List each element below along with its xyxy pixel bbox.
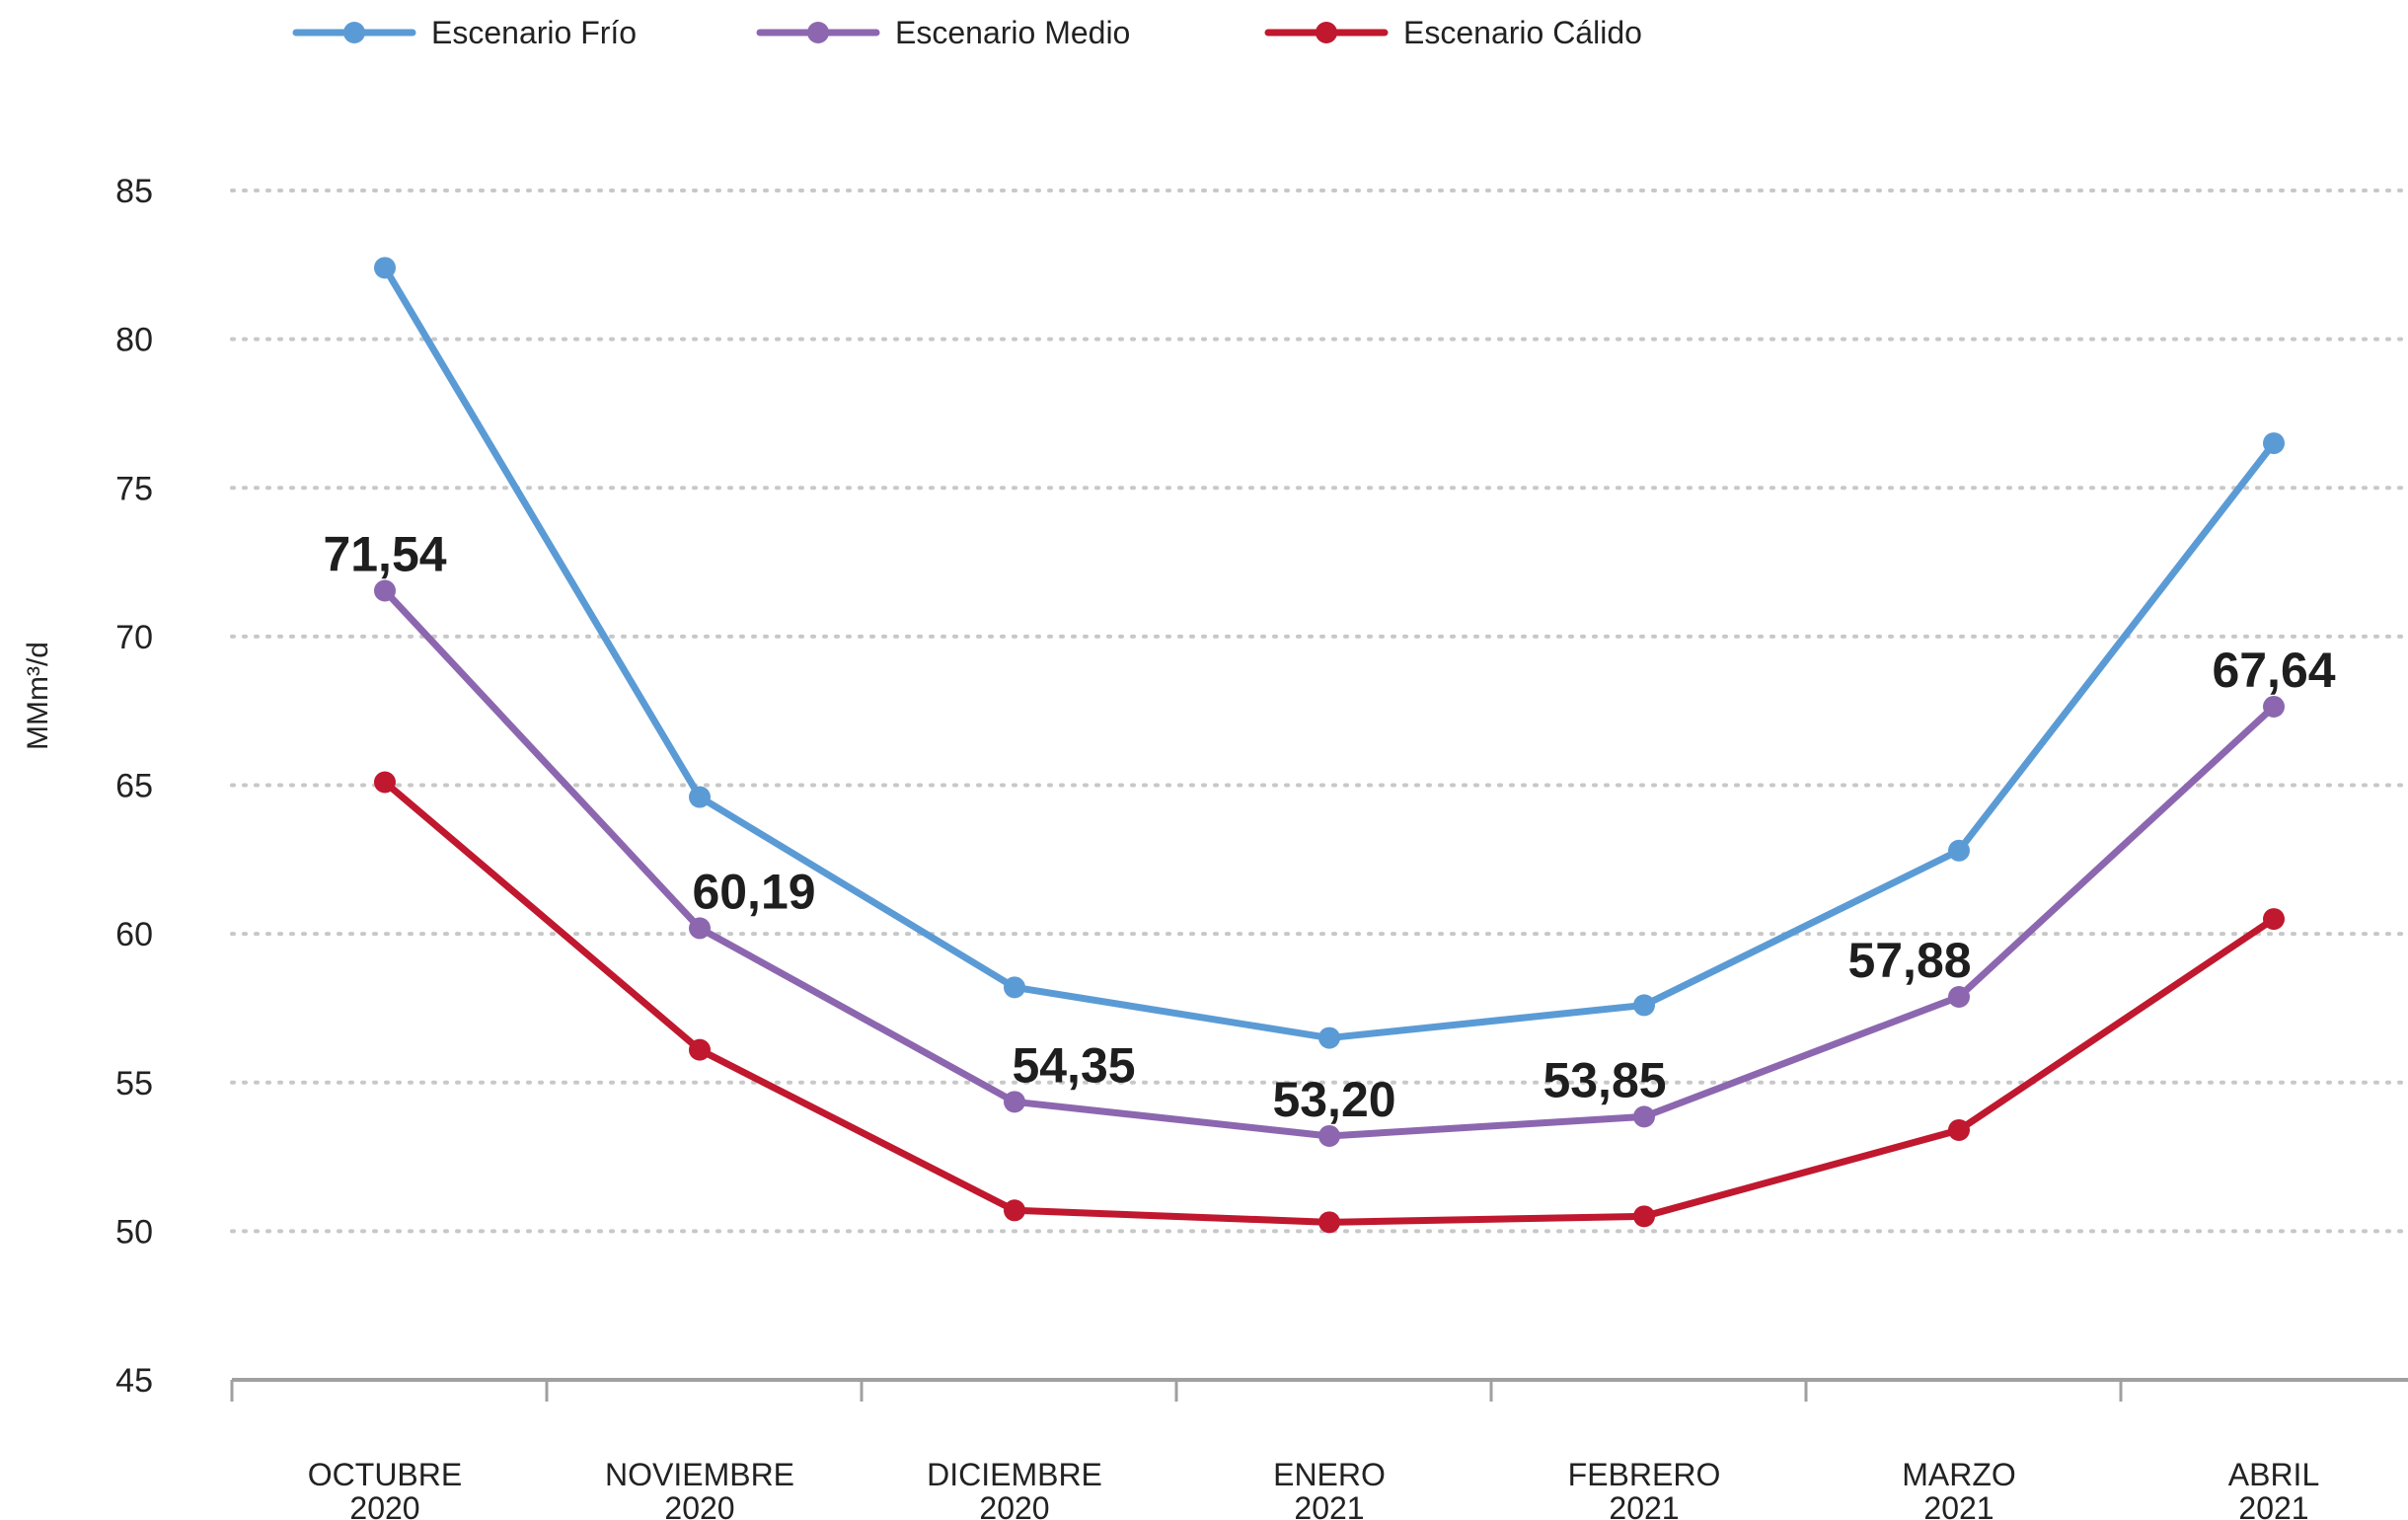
series-line xyxy=(381,586,2278,1140)
y-tick-label: 75 xyxy=(115,470,153,507)
data-label: 57,88 xyxy=(1847,933,1971,988)
x-tick-label-year: 2020 xyxy=(349,1490,419,1520)
series-line xyxy=(381,778,2278,1226)
x-tick-label-year: 2021 xyxy=(1294,1490,1364,1520)
data-point xyxy=(1633,1105,1655,1128)
data-label: 60,19 xyxy=(692,864,815,919)
x-tick-label: OCTUBRE xyxy=(308,1457,462,1492)
data-point xyxy=(1318,1026,1340,1049)
data-point xyxy=(1948,1118,1970,1141)
x-tick-label: ENERO xyxy=(1273,1457,1386,1492)
data-point xyxy=(689,1038,711,1061)
y-tick-label: 80 xyxy=(115,322,153,359)
series-lines xyxy=(374,257,2285,1234)
data-point xyxy=(374,771,396,794)
x-axis: OCTUBRE2020NOVIEMBRE2020DICIEMBRE2020ENE… xyxy=(230,1378,2408,1520)
data-point xyxy=(1004,1199,1025,1222)
y-axis: 45 50 55 60 65 70 75 80 85 xyxy=(115,173,153,1400)
data-point xyxy=(2263,432,2285,455)
legend-swatch-marker xyxy=(343,22,365,43)
data-label: 54,35 xyxy=(1012,1037,1135,1093)
data-point xyxy=(374,257,396,279)
data-labels: 71,54 60,19 54,35 53,20 53,85 57,88 67,64 xyxy=(323,526,2335,1126)
data-point xyxy=(2263,695,2285,718)
data-point xyxy=(689,917,711,940)
x-tick-label-year: 2020 xyxy=(664,1490,734,1520)
legend: Escenario Frío Escenario Medio Escenario C… xyxy=(292,15,1642,50)
y-tick-label: 65 xyxy=(115,768,153,805)
x-tick-label-year: 2021 xyxy=(1609,1490,1679,1520)
data-point xyxy=(1948,985,1970,1008)
x-tick-label: FEBRERO xyxy=(1568,1457,1721,1492)
y-tick-label: 60 xyxy=(115,916,153,953)
x-tick-label-year: 2021 xyxy=(2238,1490,2308,1520)
data-point xyxy=(374,579,396,602)
legend-swatch-marker xyxy=(1316,22,1337,43)
data-point xyxy=(1948,839,1970,862)
y-axis-label: MMm³/d xyxy=(22,642,54,750)
y-tick-label: 55 xyxy=(115,1065,153,1102)
series-line xyxy=(381,264,2278,1042)
data-point xyxy=(1318,1124,1340,1147)
x-tick-label: DICIEMBRE xyxy=(927,1457,1102,1492)
data-label: 67,64 xyxy=(2212,643,2335,698)
data-point xyxy=(1633,1205,1655,1228)
y-tick-label: 45 xyxy=(115,1362,153,1400)
y-tick-label: 70 xyxy=(115,619,153,656)
legend-label: Escenario Cálido xyxy=(1403,15,1642,50)
data-point xyxy=(2263,908,2285,931)
legend-label: Escenario Frío xyxy=(431,15,637,50)
data-point xyxy=(1318,1211,1340,1234)
data-point xyxy=(1004,976,1025,999)
legend-swatch-marker xyxy=(807,22,829,43)
x-tick-label-year: 2020 xyxy=(979,1490,1049,1520)
x-tick-label: NOVIEMBRE xyxy=(605,1457,794,1492)
data-point xyxy=(1004,1091,1025,1113)
data-point xyxy=(1633,994,1655,1017)
x-tick-label-year: 2021 xyxy=(1923,1490,1994,1520)
x-tick-label: MARZO xyxy=(1902,1457,2016,1492)
legend-label: Escenario Medio xyxy=(895,15,1130,50)
y-tick-label: 85 xyxy=(115,173,153,210)
data-label: 53,85 xyxy=(1543,1052,1666,1107)
data-point xyxy=(689,786,711,808)
gridlines xyxy=(230,189,2408,1234)
data-label: 71,54 xyxy=(323,526,446,581)
y-tick-label: 50 xyxy=(115,1213,153,1251)
data-label: 53,20 xyxy=(1272,1072,1395,1127)
x-tick-label: ABRIL xyxy=(2228,1457,2319,1492)
